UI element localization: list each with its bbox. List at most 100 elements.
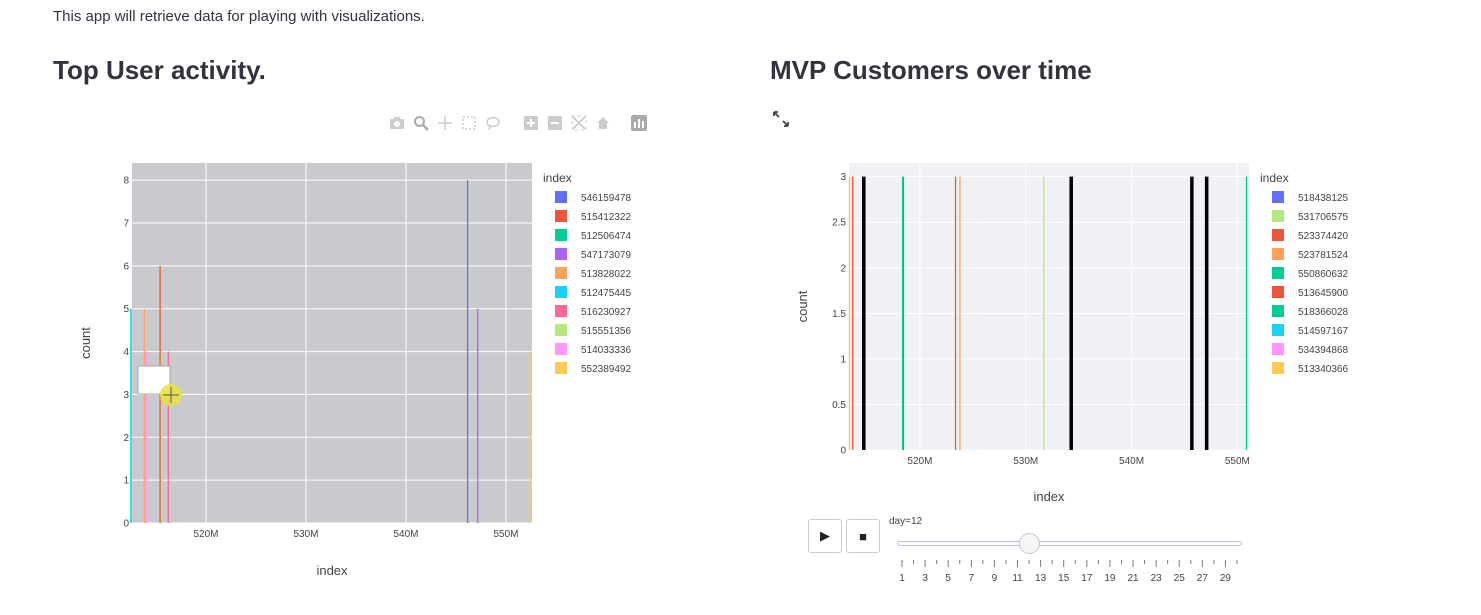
x-tick-label-0: 530M bbox=[293, 529, 318, 540]
zoom-out-icon[interactable] bbox=[546, 114, 564, 132]
legend-entry-512506474: 512506474 bbox=[581, 231, 631, 242]
y-tick-label-0: 3 bbox=[123, 390, 129, 401]
y-axis-title-0: count bbox=[78, 327, 93, 359]
y-tick-label-0: 0 bbox=[123, 519, 129, 530]
top-user-activity-title: Top User activity. bbox=[53, 55, 266, 85]
legend-swatch-512475445 bbox=[555, 286, 567, 298]
pan-icon[interactable] bbox=[436, 114, 454, 132]
legend-entry-513340366: 513340366 bbox=[1298, 364, 1348, 375]
mvp-customers-chart[interactable]: 0 0.5 1 1.5 2 2.5 3 520M 530M 540M 550M index count i… bbox=[795, 163, 1348, 504]
slider-tick-label: 25 bbox=[1173, 573, 1185, 584]
legend-entry-547173079: 547173079 bbox=[581, 250, 631, 261]
legend-swatch-523781524 bbox=[1272, 248, 1284, 260]
y-tick-label-0: 4 bbox=[123, 347, 129, 358]
x-tick-label-1: 550M bbox=[1225, 456, 1250, 467]
slider-tick-label: 1 bbox=[899, 573, 905, 584]
slider-tick-label: 9 bbox=[991, 573, 998, 584]
y-tick-label-1: 0 bbox=[840, 446, 846, 457]
stop-button[interactable]: ■ bbox=[846, 519, 880, 553]
day-slider-track[interactable] bbox=[897, 541, 1242, 546]
plot-area-1 bbox=[849, 163, 1249, 450]
legend-swatch-512506474 bbox=[555, 229, 567, 241]
legend-swatch-531706575 bbox=[1272, 210, 1284, 222]
slider-tick-label: 29 bbox=[1219, 573, 1231, 584]
legend-entry-531706575: 531706575 bbox=[1298, 212, 1348, 223]
legend-entry-513645900: 513645900 bbox=[1298, 288, 1348, 299]
play-button[interactable]: ▶ bbox=[808, 519, 842, 553]
mvp-customers-title: MVP Customers over time bbox=[770, 55, 1092, 85]
legend-entry-514033336: 514033336 bbox=[581, 345, 631, 356]
legend-entry-534394868: 534394868 bbox=[1298, 345, 1348, 356]
legend-entry-552389492: 552389492 bbox=[581, 364, 631, 375]
y-tick-label-1: 2.5 bbox=[832, 218, 846, 229]
legend-swatch-513645900 bbox=[1272, 286, 1284, 298]
slider-tick-label: 11 bbox=[1012, 573, 1023, 584]
slider-current-value: day=12 bbox=[889, 516, 923, 527]
legend-swatch-552389492 bbox=[555, 362, 567, 374]
legend-entry-546159478: 546159478 bbox=[581, 193, 631, 204]
legend-swatch-515551356 bbox=[555, 324, 567, 336]
slider-tick-label: 5 bbox=[945, 573, 951, 584]
legend-swatch-513340366 bbox=[1272, 362, 1284, 374]
legend-entry-523781524: 523781524 bbox=[1298, 250, 1348, 261]
slider-tick-label: 7 bbox=[968, 573, 975, 584]
y-tick-label-0: 8 bbox=[123, 176, 129, 187]
legend-entry-550860632: 550860632 bbox=[1298, 269, 1348, 280]
x-tick-label-0: 520M bbox=[193, 529, 218, 540]
legend-swatch-516230927 bbox=[555, 305, 567, 317]
slider-tick-label: 23 bbox=[1150, 573, 1162, 584]
top-user-activity-chart[interactable]: 0 1 2 3 4 5 6 7 8 520M 530M 540M 550M index count index… bbox=[78, 163, 631, 578]
y-tick-label-0: 5 bbox=[123, 304, 129, 315]
legend-title-1: index bbox=[1260, 171, 1289, 185]
slider-tick-label: 21 bbox=[1127, 573, 1139, 584]
legend-title-0: index bbox=[543, 171, 572, 185]
legend-entry-515551356: 515551356 bbox=[581, 326, 631, 337]
zoom-in-icon[interactable] bbox=[522, 114, 540, 132]
plot-modebar bbox=[388, 113, 648, 133]
select-cursor bbox=[137, 365, 182, 406]
legend-swatch-534394868 bbox=[1272, 343, 1284, 355]
autoscale-icon[interactable] bbox=[570, 114, 588, 132]
legend-entry-518438125: 518438125 bbox=[1298, 193, 1348, 204]
x-tick-label-1: 540M bbox=[1119, 456, 1144, 467]
legend-swatch-514597167 bbox=[1272, 324, 1284, 336]
y-tick-label-0: 6 bbox=[123, 261, 129, 272]
x-tick-label-1: 520M bbox=[907, 456, 932, 467]
plotly-logo-icon[interactable] bbox=[630, 114, 648, 132]
slider-tick-label: 13 bbox=[1035, 573, 1047, 584]
y-tick-label-0: 1 bbox=[123, 476, 129, 487]
slider-tick-label: 15 bbox=[1058, 573, 1070, 584]
legend-entry-513828022: 513828022 bbox=[581, 269, 631, 280]
legend-swatch-514033336 bbox=[555, 343, 567, 355]
lasso-icon[interactable] bbox=[484, 114, 502, 132]
legend-entry-523374420: 523374420 bbox=[1298, 231, 1348, 242]
slider-tick-label: 27 bbox=[1196, 573, 1208, 584]
camera-icon[interactable] bbox=[388, 114, 406, 132]
slider-tick-label: 17 bbox=[1081, 573, 1093, 584]
legend-entry-515412322: 515412322 bbox=[581, 212, 631, 223]
x-tick-label-0: 540M bbox=[393, 529, 418, 540]
y-tick-label-0: 2 bbox=[123, 433, 129, 444]
legend-swatch-550860632 bbox=[1272, 267, 1284, 279]
legend-swatch-518366028 bbox=[1272, 305, 1284, 317]
box-select-icon[interactable] bbox=[460, 114, 478, 132]
y-tick-label-1: 1 bbox=[840, 354, 846, 365]
fullscreen-icon[interactable] bbox=[772, 110, 790, 128]
slider-tick-label: 19 bbox=[1104, 573, 1116, 584]
day-slider-thumb[interactable] bbox=[1019, 533, 1041, 554]
y-axis-title-1: count bbox=[795, 290, 810, 322]
legend-swatch-523374420 bbox=[1272, 229, 1284, 241]
x-axis-title-1: index bbox=[1033, 489, 1065, 504]
home-icon[interactable] bbox=[594, 114, 612, 132]
legend-swatch-547173079 bbox=[555, 248, 567, 260]
zoom-icon[interactable] bbox=[412, 114, 430, 132]
legend-entry-516230927: 516230927 bbox=[581, 307, 631, 318]
legend-entry-512475445: 512475445 bbox=[581, 288, 631, 299]
x-tick-label-0: 550M bbox=[493, 529, 518, 540]
y-tick-label-1: 1.5 bbox=[832, 309, 846, 320]
intro-text: This app will retrieve data for playing … bbox=[53, 8, 425, 25]
x-tick-label-1: 530M bbox=[1013, 456, 1038, 467]
legend-swatch-515412322 bbox=[555, 210, 567, 222]
